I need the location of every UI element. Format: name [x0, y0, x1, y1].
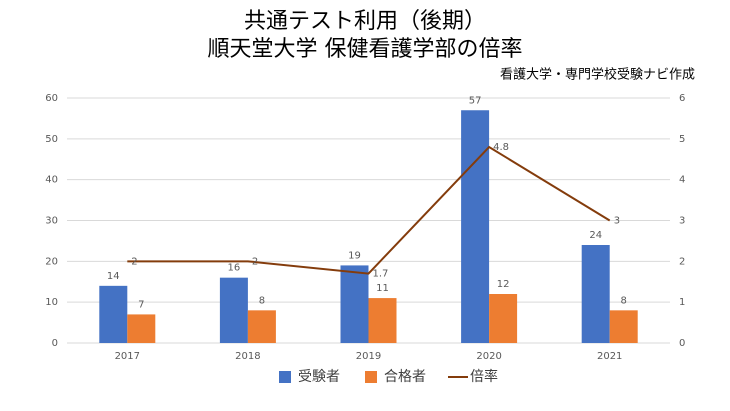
bar	[489, 294, 518, 343]
bar	[609, 310, 638, 343]
data-label: 16	[228, 263, 241, 274]
data-label: 12	[497, 279, 510, 290]
data-label: 3	[614, 216, 620, 227]
bar	[581, 245, 610, 343]
y2-tick-label: 5	[679, 134, 685, 145]
y-tick-label: 30	[45, 216, 58, 227]
bar	[99, 285, 128, 343]
data-label: 2	[131, 256, 137, 267]
y-tick-label: 0	[52, 338, 58, 349]
x-tick-label: 2019	[356, 351, 381, 362]
bar	[461, 110, 490, 343]
legend-label: 倍率	[470, 368, 498, 385]
y2-tick-label: 3	[679, 216, 685, 227]
y-tick-label: 10	[45, 297, 58, 308]
y2-tick-label: 1	[679, 297, 685, 308]
bar	[247, 310, 276, 343]
bar	[219, 277, 248, 343]
data-label: 14	[107, 271, 120, 282]
data-label: 8	[621, 295, 627, 306]
legend-label: 受験者	[298, 369, 340, 385]
data-label: 1.7	[373, 269, 389, 280]
bar	[127, 314, 156, 343]
data-label: 8	[259, 295, 265, 306]
data-label: 11	[376, 283, 389, 294]
data-label: 2	[252, 256, 258, 267]
bar	[368, 298, 397, 343]
bar	[340, 265, 369, 343]
x-tick-label: 2018	[235, 351, 260, 362]
y-tick-label: 20	[45, 256, 58, 267]
x-tick-label: 2021	[597, 351, 622, 362]
data-label: 7	[138, 299, 144, 310]
chart-title: 共通テスト利用（後期）	[244, 9, 486, 34]
x-tick-label: 2017	[115, 351, 140, 362]
data-label: 19	[348, 250, 361, 261]
x-tick-label: 2020	[476, 351, 501, 362]
data-label: 24	[589, 230, 602, 241]
y-tick-label: 40	[45, 175, 58, 186]
source-note: 看護大学・専門学校受験ナビ作成	[500, 67, 695, 83]
chart-subtitle: 順天堂大学 保健看護学部の倍率	[208, 37, 523, 62]
y2-tick-label: 2	[679, 256, 685, 267]
data-label: 4.8	[493, 142, 509, 153]
y2-tick-label: 6	[679, 93, 685, 104]
legend-swatch	[279, 371, 291, 383]
y2-tick-label: 0	[679, 338, 685, 349]
data-label: 57	[469, 95, 482, 106]
legend-swatch	[365, 371, 377, 383]
line	[127, 145, 611, 275]
y-tick-label: 50	[45, 134, 58, 145]
y2-tick-label: 4	[679, 175, 685, 186]
y-tick-label: 60	[45, 93, 58, 104]
legend-label: 合格者	[384, 369, 426, 385]
